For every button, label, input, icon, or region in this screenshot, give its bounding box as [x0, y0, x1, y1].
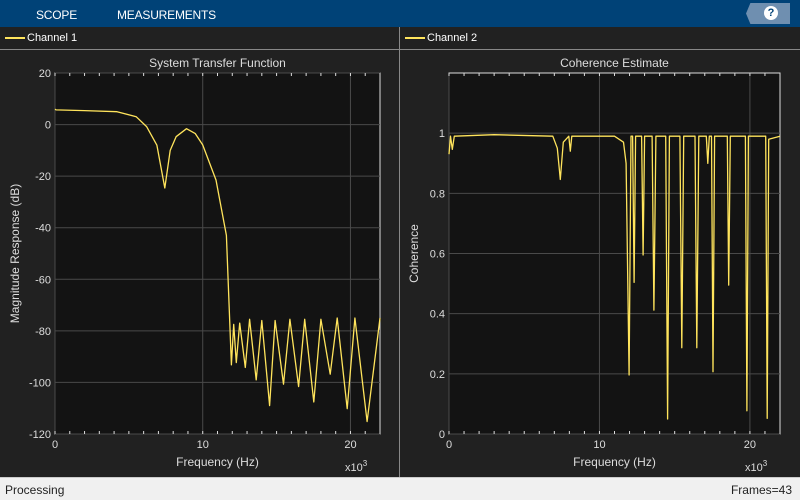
y-axis-label: Coherence [407, 224, 421, 283]
y-tick-label: -20 [35, 171, 51, 183]
legend-label: Channel 2 [427, 32, 478, 44]
y-tick-label: -40 [35, 223, 51, 235]
frames-count: Frames=43 [730, 483, 792, 497]
y-tick-label: -60 [35, 274, 51, 286]
panel-divider[interactable] [399, 27, 400, 477]
help-button[interactable]: ? [746, 3, 790, 24]
line-swatch-icon [5, 37, 25, 40]
y-tick-label: -100 [29, 377, 51, 389]
tab-scope[interactable]: SCOPE [36, 8, 78, 22]
x-tick-label: 10 [197, 439, 209, 451]
legend-channel-1[interactable]: Channel 1 [5, 32, 77, 44]
status-bar: Processing Frames=43 [0, 477, 800, 500]
x-axis-label: Frequency (Hz) [573, 455, 656, 469]
y-tick-label: -80 [35, 326, 51, 338]
y-tick-label: 20 [39, 68, 51, 80]
y-tick-label: 0 [439, 429, 445, 441]
y-tick-label: 0.6 [430, 249, 445, 261]
x-tick-label: 0 [52, 439, 58, 451]
y-tick-label: 0.4 [430, 309, 445, 321]
legend-bar: Channel 1 Channel 2 [0, 27, 800, 50]
chart-title: Coherence Estimate [560, 56, 669, 70]
tab-measurements[interactable]: MEASUREMENTS [117, 8, 216, 22]
line-swatch-icon [405, 37, 425, 40]
x-multiplier: x103 [345, 459, 368, 474]
question-icon: ? [764, 6, 778, 20]
plot-area[interactable] [54, 72, 381, 435]
legend-label: Channel 1 [27, 32, 78, 44]
x-tick-label: 20 [744, 439, 756, 451]
series-line-channel-1 [54, 108, 381, 423]
status-text: Processing [5, 483, 65, 497]
x-axis-label: Frequency (Hz) [176, 455, 259, 469]
series-line-channel-2 [448, 134, 781, 420]
toolbar: SCOPE MEASUREMENTS ? [0, 0, 800, 27]
x-tick-label: 0 [446, 439, 452, 451]
x-multiplier: x103 [745, 459, 768, 474]
y-axis-label: Magnitude Response (dB) [8, 184, 22, 323]
y-tick-label: 0.2 [430, 369, 445, 381]
legend-channel-2[interactable]: Channel 2 [405, 32, 477, 44]
x-tick-label: 10 [593, 439, 605, 451]
y-tick-label: 1 [439, 128, 445, 140]
y-tick-label: 0 [45, 120, 51, 132]
x-tick-label: 20 [344, 439, 356, 451]
y-tick-label: 0.8 [430, 188, 445, 200]
chart-title: System Transfer Function [149, 56, 286, 70]
y-tick-label: -120 [29, 429, 51, 441]
